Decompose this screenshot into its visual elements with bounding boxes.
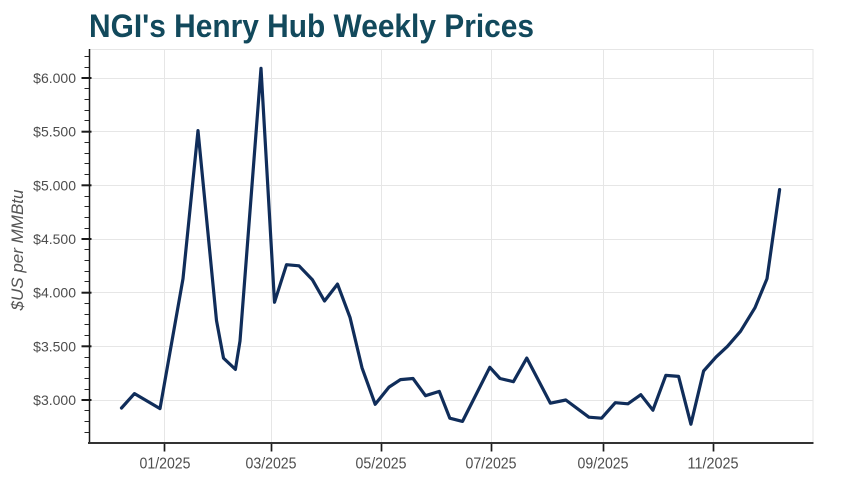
svg-text:$3.500: $3.500: [33, 338, 76, 354]
svg-text:$3.000: $3.000: [33, 392, 76, 408]
svg-text:$5.000: $5.000: [33, 177, 76, 193]
svg-text:11/2025: 11/2025: [688, 456, 739, 473]
svg-text:$5.500: $5.500: [33, 124, 76, 140]
svg-text:$US per MMBtu: $US per MMBtu: [8, 189, 27, 311]
svg-text:01/2025: 01/2025: [140, 456, 191, 473]
svg-text:05/2025: 05/2025: [356, 456, 407, 473]
svg-text:09/2025: 09/2025: [578, 456, 629, 473]
svg-text:$4.500: $4.500: [33, 231, 76, 247]
svg-text:$4.000: $4.000: [33, 285, 76, 301]
svg-text:NGI's Henry Hub Weekly Prices: NGI's Henry Hub Weekly Prices: [89, 8, 534, 44]
svg-text:03/2025: 03/2025: [246, 456, 297, 473]
svg-text:$6.000: $6.000: [33, 70, 76, 86]
svg-text:07/2025: 07/2025: [466, 456, 517, 473]
